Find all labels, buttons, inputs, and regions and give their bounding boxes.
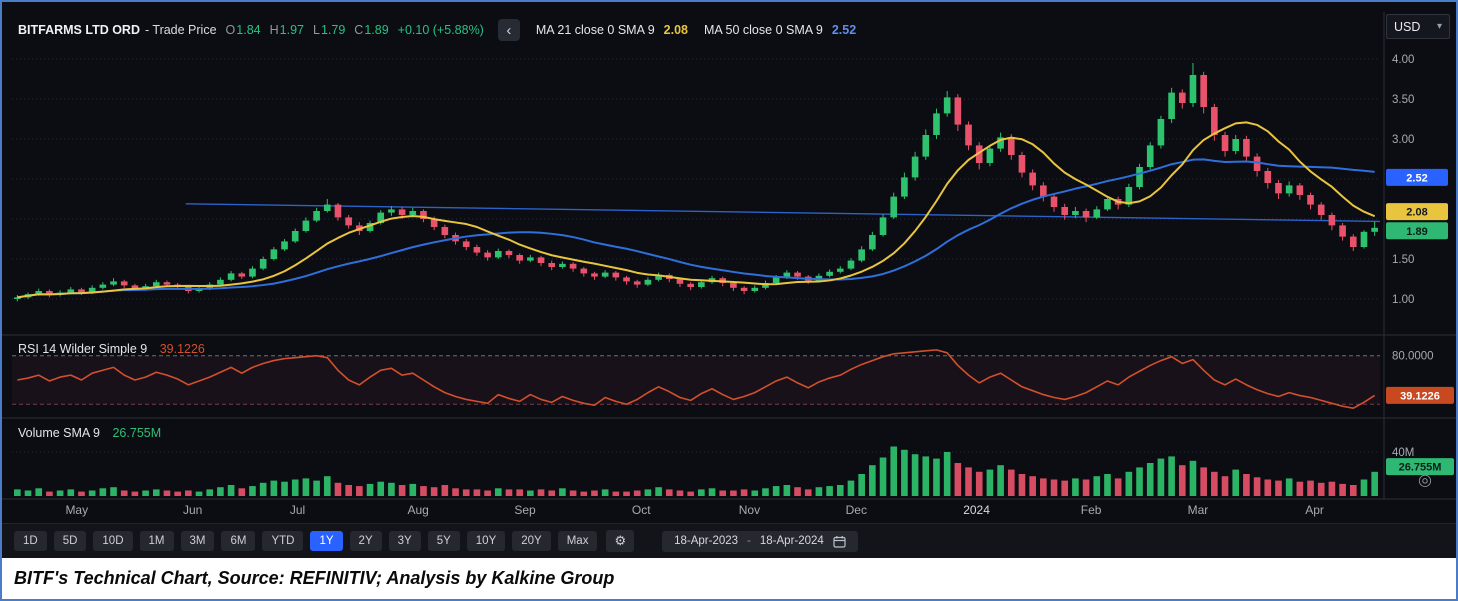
ma21-label: MA 21 close 0 SMA 9 — [535, 23, 655, 37]
trendline — [185, 203, 1381, 223]
svg-text:2.08: 2.08 — [1406, 207, 1427, 219]
chevron-down-icon: ▾ — [1436, 21, 1442, 32]
volume-legend: Volume SMA 9 26.755M — [18, 426, 161, 440]
svg-text:3.00: 3.00 — [1392, 134, 1414, 146]
period-button-6m[interactable]: 6M — [221, 531, 256, 551]
time-axis: May Jun Jul Aug Sep Oct Nov Dec 2024 Feb Mar Apr — [65, 503, 1323, 517]
series-type-label: - Trade Price — [144, 23, 217, 37]
svg-text:May: May — [65, 503, 88, 517]
period-button-3y[interactable]: 3Y — [388, 531, 421, 551]
rsi-line — [17, 349, 1376, 409]
open-group: O1.84 — [226, 23, 261, 37]
svg-text:Mar: Mar — [1188, 503, 1209, 517]
svg-text:39.1226: 39.1226 — [1400, 390, 1440, 402]
period-button-max[interactable]: Max — [557, 531, 598, 551]
svg-text:Nov: Nov — [739, 503, 760, 517]
ma21-value: 2.08 — [663, 23, 688, 37]
svg-text:Jul: Jul — [290, 503, 305, 517]
svg-text:Apr: Apr — [1305, 503, 1324, 517]
period-button-2y[interactable]: 2Y — [349, 531, 382, 551]
open-value: 1.84 — [236, 23, 261, 37]
close-label: C — [354, 23, 364, 37]
calendar-icon — [833, 535, 846, 548]
high-value: 1.97 — [279, 23, 304, 37]
close-group: C1.89 — [354, 23, 388, 37]
chart-settings-button[interactable]: ⚙ — [606, 530, 635, 552]
period-button-20y[interactable]: 20Y — [512, 531, 551, 551]
ma-lines — [17, 121, 1376, 299]
chevron-left-icon: ‹ — [506, 21, 512, 39]
price-legend: BITFARMS LTD ORD - Trade Price O1.84 H1.… — [18, 19, 856, 41]
svg-text:80.0000: 80.0000 — [1392, 351, 1434, 363]
instrument-name: BITFARMS LTD ORD — [18, 23, 140, 37]
svg-text:1.89: 1.89 — [1406, 226, 1427, 238]
svg-text:1.00: 1.00 — [1392, 294, 1414, 306]
rsi-label: RSI 14 Wilder Simple 9 — [18, 342, 148, 356]
period-button-10d[interactable]: 10D — [93, 531, 133, 551]
date-range-picker[interactable]: 18-Apr-2023 - 18-Apr-2024 — [662, 530, 858, 552]
volume-label: Volume SMA 9 — [18, 426, 100, 440]
close-value: 1.89 — [364, 23, 389, 37]
svg-text:4.00: 4.00 — [1392, 54, 1414, 66]
high-group: H1.97 — [270, 23, 304, 37]
candles-layer — [14, 63, 1378, 302]
svg-text:2024: 2024 — [963, 503, 990, 517]
date-to: 18-Apr-2024 — [759, 535, 824, 547]
separators — [2, 12, 1456, 500]
collapse-legend-button[interactable]: ‹ — [497, 19, 520, 41]
crosshair-target-icon[interactable]: ◎ — [1418, 472, 1432, 489]
period-button-1m[interactable]: 1M — [139, 531, 174, 551]
currency-label: USD — [1394, 19, 1421, 34]
svg-text:3.50: 3.50 — [1392, 94, 1414, 106]
axis-badges: 2.52 2.08 1.89 39.1226 26.755M — [1386, 168, 1454, 476]
svg-text:Jun: Jun — [183, 503, 202, 517]
currency-dropdown[interactable]: USD ▾ — [1386, 14, 1450, 39]
svg-text:Sep: Sep — [514, 503, 536, 517]
low-label: L — [313, 23, 320, 37]
svg-text:Dec: Dec — [846, 503, 867, 517]
ma50-label: MA 50 close 0 SMA 9 — [704, 23, 823, 37]
chart-canvas[interactable]: 4.00 3.50 3.00 1.50 1.00 80.0000 40M 2.52 2.08 1.… — [2, 2, 1456, 523]
toolbar: 1D 5D 10D 1M 3M 6M YTD 1Y 2Y 3Y 5Y 10Y 20Y Max ⚙ 18-A… — [2, 523, 1456, 558]
period-button-10y[interactable]: 10Y — [466, 531, 506, 551]
svg-text:Aug: Aug — [407, 503, 428, 517]
svg-text:40M: 40M — [1392, 447, 1414, 459]
low-group: L1.79 — [313, 23, 345, 37]
caption-text: BITF's Technical Chart, Source: REFINITI… — [14, 568, 615, 588]
period-button-ytd[interactable]: YTD — [262, 531, 304, 551]
gridlines — [12, 58, 1380, 453]
caption-strip: BITF's Technical Chart, Source: REFINITI… — [2, 558, 1456, 599]
period-buttons: 1D 5D 10D 1M 3M 6M YTD 1Y 2Y 3Y 5Y 10Y 20Y Max — [14, 531, 598, 551]
svg-text:26.755M: 26.755M — [1399, 462, 1442, 474]
period-button-3m[interactable]: 3M — [180, 531, 215, 551]
trading-terminal: 4.00 3.50 3.00 1.50 1.00 80.0000 40M 2.52 2.08 1.… — [2, 2, 1456, 558]
volume-bars — [14, 446, 1378, 496]
volume-value: 26.755M — [112, 426, 162, 440]
low-value: 1.79 — [320, 23, 346, 37]
period-button-1d[interactable]: 1D — [14, 531, 47, 551]
rsi-value: 39.1226 — [159, 342, 205, 356]
svg-text:1.50: 1.50 — [1392, 254, 1414, 266]
svg-text:2.52: 2.52 — [1406, 172, 1427, 184]
period-button-5d[interactable]: 5D — [53, 531, 87, 551]
ma50-value: 2.52 — [831, 23, 857, 37]
change-value: +0.10 (+5.88%) — [397, 23, 484, 37]
chart-area: 4.00 3.50 3.00 1.50 1.00 80.0000 40M 2.52 2.08 1.… — [2, 2, 1456, 523]
period-button-5y[interactable]: 5Y — [427, 531, 460, 551]
gear-icon: ⚙ — [614, 533, 627, 548]
high-label: H — [269, 23, 279, 37]
svg-text:Oct: Oct — [632, 503, 651, 517]
open-label: O — [225, 23, 236, 37]
date-from: 18-Apr-2023 — [674, 535, 739, 547]
rsi-legend: RSI 14 Wilder Simple 9 39.1226 — [18, 342, 205, 356]
date-separator: - — [747, 535, 751, 547]
svg-text:Feb: Feb — [1081, 503, 1102, 517]
price-axis: 4.00 3.50 3.00 1.50 1.00 80.0000 40M — [1392, 54, 1434, 459]
period-button-1y[interactable]: 1Y — [310, 531, 343, 551]
